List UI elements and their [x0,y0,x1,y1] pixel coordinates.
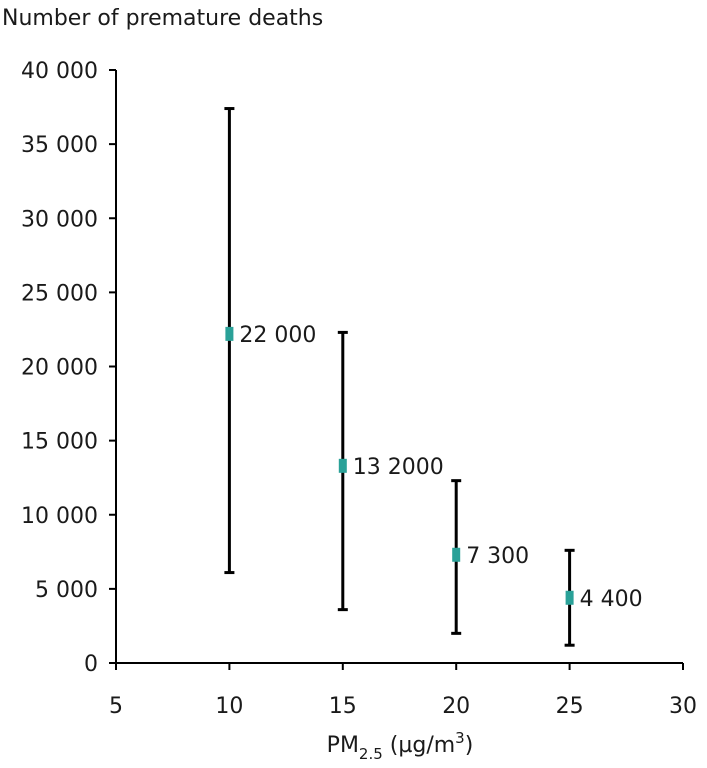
data-point-group: 13 2000 [337,330,444,612]
y-tick-label: 0 [84,652,98,677]
x-axis-title: PM2.5 (µg/m3) [327,729,474,763]
y-tick-label: 30 000 [21,207,98,232]
x-axis-title-superscript: 3 [455,729,465,747]
data-point-label: 22 000 [239,323,316,348]
chart-title: Number of premature deaths [2,6,323,31]
data-point-label: 4 400 [580,587,643,612]
data-points: 22 000 13 2000 7 300 4 400 [224,107,643,647]
data-point-group: 7 300 [451,479,529,635]
data-point-marker [338,458,347,473]
data-point-marker [225,326,234,341]
y-tick-label: 35 000 [21,133,98,158]
y-tick-label: 20 000 [21,356,98,381]
x-tick-label: 5 [109,694,123,719]
x-axis-title-main: PM [327,733,359,758]
y-tick-label: 15 000 [21,430,98,455]
x-tick-label: 20 [442,694,470,719]
x-tick-label: 15 [329,694,357,719]
y-axis: 0 5 000 10 000 15 000 20 000 25 000 30 000 35 0… [21,59,117,677]
x-axis: 5 10 15 20 25 30 [109,662,697,719]
x-axis-title-unit: (µg/m [383,733,455,758]
data-point-group: 4 400 [564,548,643,647]
x-axis-title-unit-close: ) [465,733,474,758]
x-axis-title-subscript: 2.5 [359,745,383,763]
x-tick-label: 30 [669,694,697,719]
data-point-label: 13 2000 [353,455,444,480]
data-point-marker [452,547,461,562]
y-tick-label: 25 000 [21,281,98,306]
x-tick-label: 10 [215,694,243,719]
x-tick-label: 25 [556,694,584,719]
data-point-label: 7 300 [466,544,529,569]
y-tick-label: 5 000 [35,578,98,603]
y-tick-label: 10 000 [21,504,98,529]
data-point-group: 22 000 [224,107,316,575]
data-point-marker [565,590,574,605]
y-tick-label: 40 000 [21,59,98,84]
